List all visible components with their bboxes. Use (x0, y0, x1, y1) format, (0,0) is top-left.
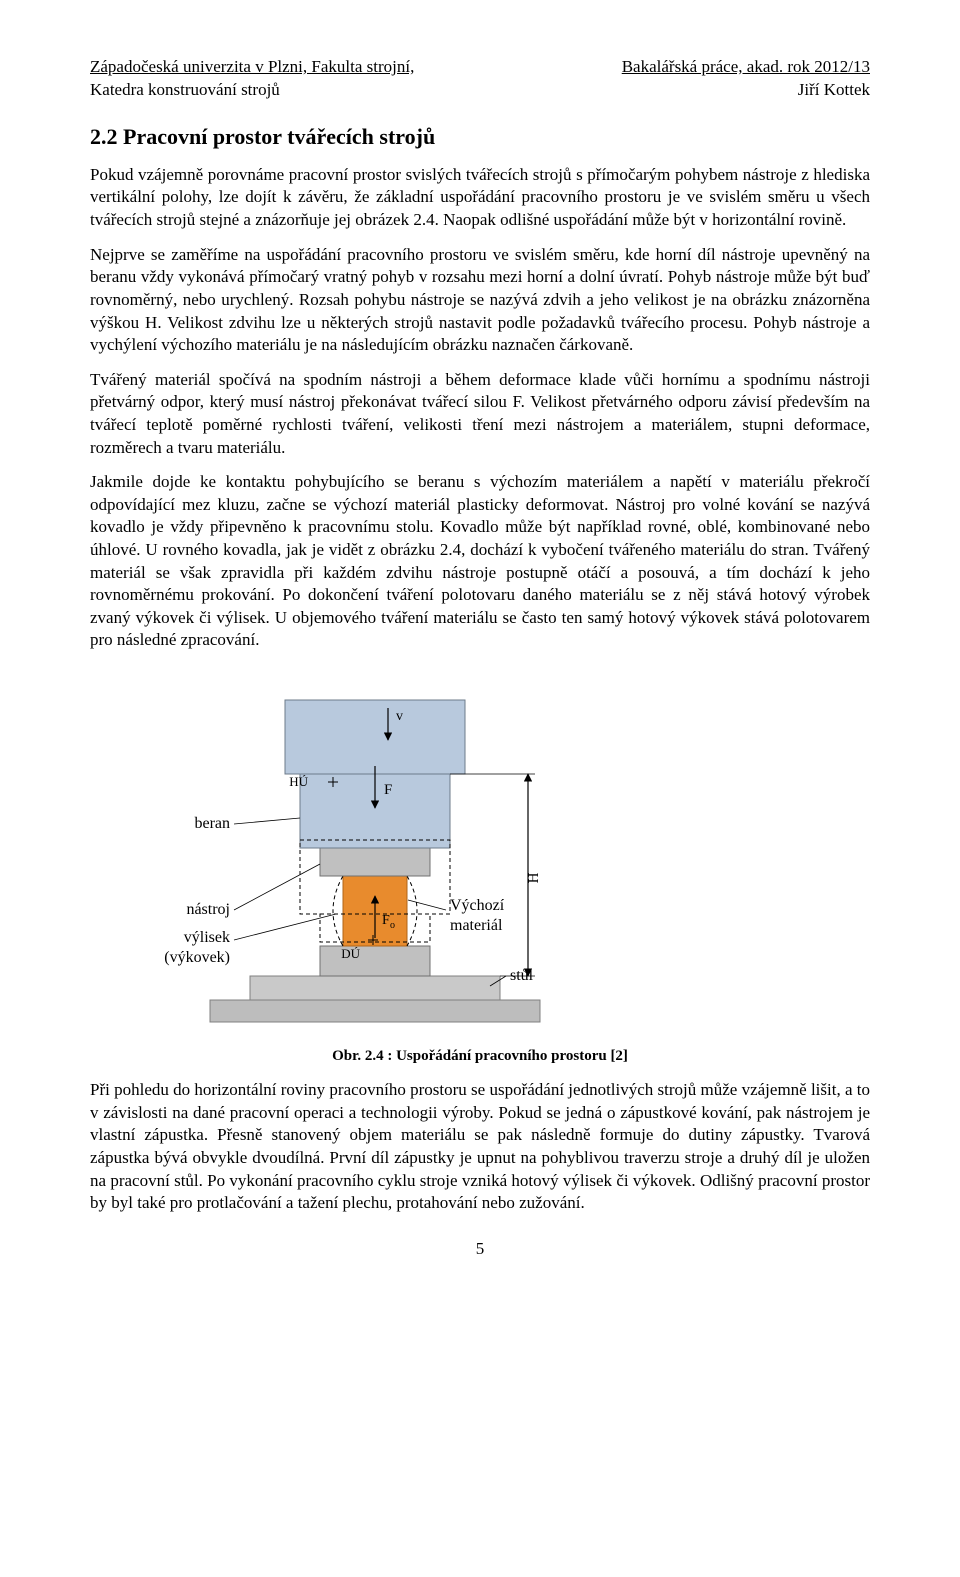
label-HU: HÚ (289, 774, 308, 789)
label-beran: beran (194, 815, 230, 832)
label-vylisek-2: (výkovek) (164, 949, 230, 966)
material-bulge-right (407, 876, 417, 946)
leader-vychozi (408, 900, 446, 910)
label-vylisek-1: výlisek (184, 929, 230, 946)
leader-beran (234, 818, 300, 824)
leader-vylisek (234, 914, 336, 940)
leader-nastroj (234, 864, 320, 910)
label-DU: DÚ (341, 946, 360, 961)
page-header: Západočeská univerzita v Plzni, Fakulta … (90, 56, 870, 102)
section-heading: 2.2 Pracovní prostor tvářecích strojů (90, 124, 870, 150)
header-thesis: Bakalářská práce, akad. rok 2012/13 (622, 56, 870, 79)
label-vychozi-1: Výchozí (450, 897, 505, 914)
beran-upper (285, 700, 465, 774)
figure-caption: Obr. 2.4 : Uspořádání pracovního prostor… (90, 1048, 870, 1065)
header-author: Jiří Kottek (622, 79, 870, 102)
material-bulge-left (333, 876, 343, 946)
figure-svg: v F F o HÚ DÚ H beran nást (90, 678, 650, 1038)
header-left: Západočeská univerzita v Plzni, Fakulta … (90, 56, 414, 102)
paragraph-2: Nejprve se zaměříme na uspořádání pracov… (90, 244, 870, 357)
page-number: 5 (90, 1239, 870, 1259)
paragraph-5: Při pohledu do horizontální roviny praco… (90, 1079, 870, 1215)
document-page: Západočeská univerzita v Plzni, Fakulta … (0, 0, 960, 1319)
paragraph-3: Tvářený materiál spočívá na spodním nást… (90, 369, 870, 459)
lower-tool (320, 946, 430, 976)
upper-tool (320, 848, 430, 876)
paragraph-4: Jakmile dojde ke kontaktu pohybujícího s… (90, 471, 870, 652)
figure-2-4: v F F o HÚ DÚ H beran nást (90, 678, 870, 1038)
label-Fo-sub: o (390, 920, 395, 931)
paragraph-1: Pokud vzájemně porovnáme pracovní prosto… (90, 164, 870, 232)
label-F: F (384, 782, 392, 798)
label-Fo-main: F (382, 913, 390, 928)
label-H: H (526, 872, 542, 883)
label-nastroj: nástroj (186, 901, 230, 918)
label-v: v (396, 709, 403, 724)
header-university: Západočeská univerzita v Plzni, Fakulta … (90, 56, 414, 79)
base-plate (210, 1000, 540, 1022)
table-stul (250, 976, 500, 1000)
header-right: Bakalářská práce, akad. rok 2012/13 Jiří… (622, 56, 870, 102)
label-stul: stůl (510, 967, 534, 984)
label-vychozi-2: materiál (450, 917, 503, 934)
header-department: Katedra konstruování strojů (90, 79, 414, 102)
